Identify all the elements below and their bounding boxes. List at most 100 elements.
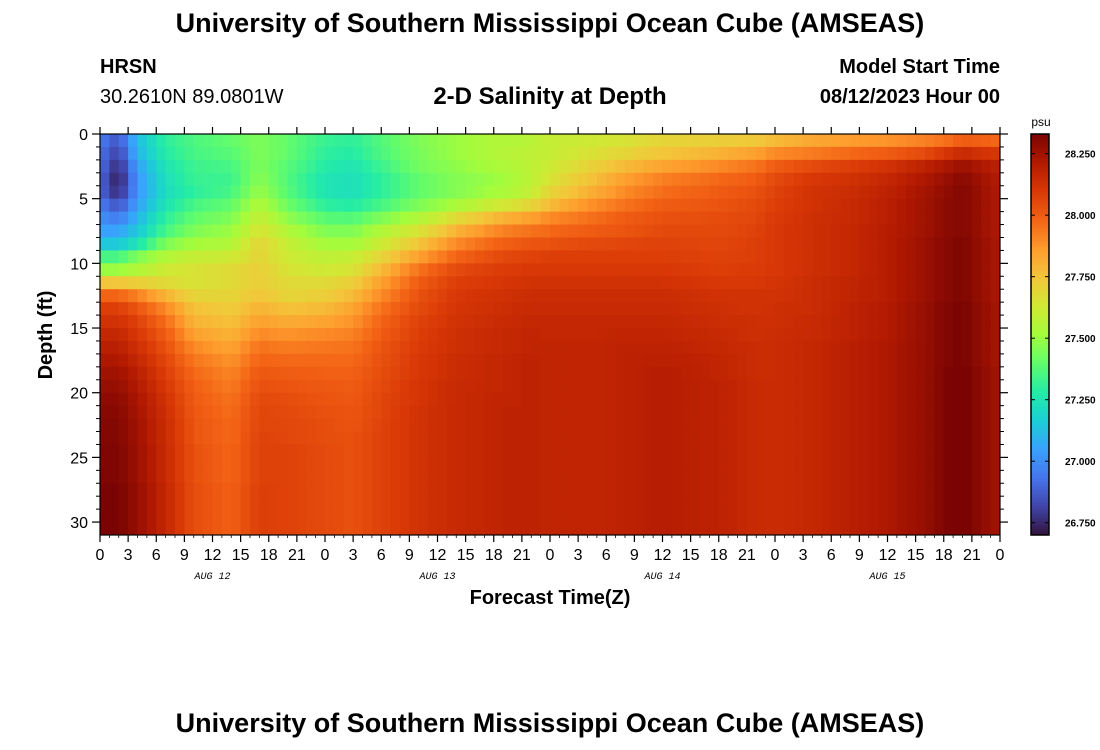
heatmap-cell xyxy=(531,134,542,148)
heatmap-cell xyxy=(596,366,607,381)
heatmap-cell xyxy=(465,328,476,342)
heatmap-cell xyxy=(381,159,392,174)
heatmap-cell xyxy=(596,353,607,368)
heatmap-cell xyxy=(803,483,814,497)
heatmap-cell xyxy=(540,418,551,433)
heatmap-cell xyxy=(943,263,954,277)
heatmap-cell xyxy=(971,418,982,433)
heatmap-cell xyxy=(540,353,551,368)
heatmap-cell xyxy=(446,328,457,342)
heatmap-cell xyxy=(981,353,992,368)
heatmap-cell xyxy=(118,496,129,510)
heatmap-cell xyxy=(756,159,767,174)
heatmap-cell xyxy=(653,224,664,239)
heatmap-cell xyxy=(165,353,176,368)
heatmap-cell xyxy=(775,134,785,148)
heatmap-cell xyxy=(503,276,514,290)
heatmap-cell xyxy=(268,470,279,484)
heatmap-cell xyxy=(746,457,757,471)
heatmap-cell xyxy=(193,159,204,174)
heatmap-cell xyxy=(428,263,439,277)
heatmap-cell xyxy=(400,353,410,368)
heatmap-cell xyxy=(475,315,485,329)
heatmap-cell xyxy=(193,211,204,226)
heatmap-cell xyxy=(100,198,110,213)
heatmap-cell xyxy=(690,483,701,497)
heatmap-cell xyxy=(137,263,148,277)
heatmap-cell xyxy=(334,159,345,174)
heatmap-cell xyxy=(578,457,589,471)
heatmap-cell xyxy=(643,250,654,264)
heatmap-cell xyxy=(653,366,664,381)
heatmap-cell xyxy=(231,224,242,239)
heatmap-cell xyxy=(681,159,692,174)
heatmap-cell xyxy=(765,392,776,407)
heatmap-cell xyxy=(521,263,532,277)
heatmap-cell xyxy=(746,250,757,264)
heatmap-cell xyxy=(728,444,739,458)
heatmap-cell xyxy=(390,276,401,290)
heatmap-cell xyxy=(296,224,307,239)
heatmap-cell xyxy=(521,211,532,226)
heatmap-cell xyxy=(756,224,767,239)
heatmap-cell xyxy=(896,224,907,239)
heatmap-cell xyxy=(868,470,879,484)
heatmap-cell xyxy=(671,250,682,264)
heatmap-cell xyxy=(944,535,954,542)
heatmap-cell xyxy=(540,289,551,303)
heatmap-cell xyxy=(925,444,935,458)
heatmap-cell xyxy=(662,444,673,458)
heatmap-cell xyxy=(690,379,701,394)
heatmap-cell xyxy=(184,366,195,381)
heatmap-cell xyxy=(746,328,757,342)
heatmap-cell xyxy=(943,185,954,200)
heatmap-cell xyxy=(775,302,785,316)
heatmap-cell xyxy=(887,146,898,161)
heatmap-cell xyxy=(831,392,842,407)
heatmap-cell xyxy=(240,198,251,213)
heatmap-cell xyxy=(906,470,917,484)
heatmap-cell xyxy=(175,366,185,381)
heatmap-cell xyxy=(831,496,842,510)
heatmap-cell xyxy=(587,211,598,226)
heatmap-cell xyxy=(475,250,485,264)
heatmap-cell xyxy=(756,535,766,542)
heatmap-cell xyxy=(568,224,579,239)
heatmap-cell xyxy=(184,535,194,542)
heatmap-cell xyxy=(493,418,504,433)
heatmap-cell xyxy=(868,366,879,381)
heatmap-cell xyxy=(550,159,560,174)
heatmap-cell xyxy=(709,328,720,342)
heatmap-cell xyxy=(362,315,373,329)
heatmap-cell xyxy=(100,146,110,161)
heatmap-cell xyxy=(381,328,392,342)
heatmap-cell xyxy=(578,392,589,407)
heatmap-cell xyxy=(231,146,242,161)
heatmap-cell xyxy=(409,353,420,368)
heatmap-cell xyxy=(587,302,598,316)
heatmap-cell xyxy=(184,444,195,458)
heatmap-cell xyxy=(259,211,270,226)
heatmap-cell xyxy=(371,211,382,226)
heatmap-cell xyxy=(146,134,157,148)
heatmap-cell xyxy=(756,198,767,213)
heatmap-cell xyxy=(953,276,964,290)
heatmap-cell xyxy=(540,185,551,200)
heatmap-cell xyxy=(981,431,992,446)
heatmap-cell xyxy=(221,457,232,471)
heatmap-cell xyxy=(840,431,851,446)
heatmap-cell xyxy=(353,353,364,368)
heatmap-cell xyxy=(203,353,214,368)
heatmap-cell xyxy=(250,418,260,433)
heatmap-cell xyxy=(278,418,289,433)
heatmap-cell xyxy=(512,444,523,458)
heatmap-cell xyxy=(278,522,289,535)
heatmap-cell xyxy=(475,237,485,252)
heatmap-cell xyxy=(128,276,139,290)
heatmap-cell xyxy=(775,224,785,239)
heatmap-cell xyxy=(568,328,579,342)
heatmap-cell xyxy=(213,535,223,542)
heatmap-cell xyxy=(728,185,739,200)
heatmap-cell xyxy=(465,237,476,252)
heatmap-cell xyxy=(118,315,129,329)
